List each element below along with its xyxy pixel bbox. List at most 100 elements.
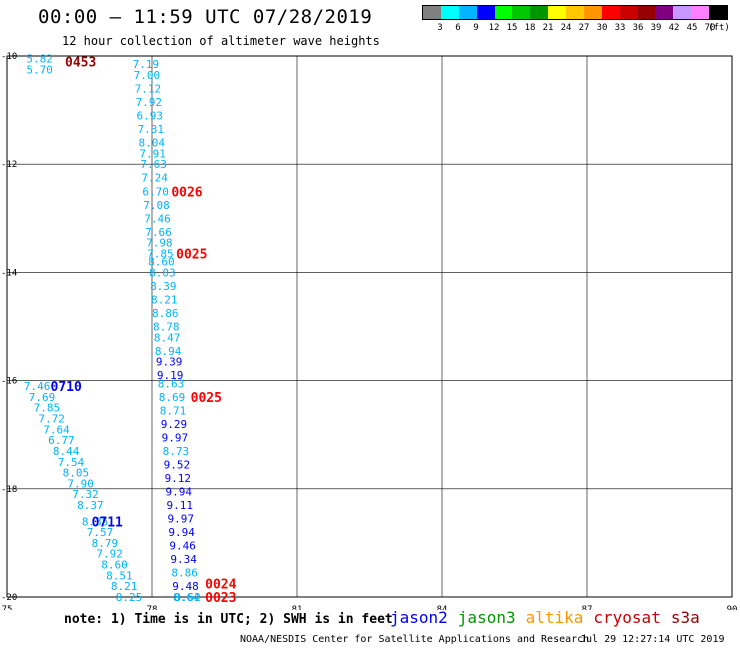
swh-value: 7.63: [140, 158, 167, 171]
swh-value: 8.37: [77, 499, 104, 512]
y-tick-label: -18: [1, 485, 17, 495]
swh-value: 7.24: [141, 172, 168, 185]
legend-label: 24: [560, 23, 572, 33]
legend-swatch: [709, 6, 727, 19]
swh-value: 8.86: [152, 307, 179, 320]
swh-value: 7.85: [147, 247, 174, 260]
swh-value: 9.48: [172, 580, 199, 593]
y-tick-label: -12: [1, 160, 17, 170]
swh-value: 8.05: [63, 467, 89, 480]
swh-value: 9.19: [157, 369, 184, 382]
legend-swatch: [530, 6, 549, 19]
swh-value: 8.39: [150, 280, 177, 293]
legend-label: 36: [632, 23, 644, 33]
swh-value: 9.11: [167, 499, 194, 512]
swh-value: 7.90: [67, 477, 94, 490]
swh-value: 8.04: [138, 137, 165, 150]
swh-value: 9.39: [156, 356, 183, 369]
pass-time-label: 0026: [171, 185, 202, 200]
swh-value: 8.21: [151, 293, 178, 306]
swh-value: 7.46: [144, 212, 171, 225]
swh-value: 6.93: [137, 110, 164, 123]
x-tick-label: 87: [582, 605, 593, 610]
satellite-key: jason2 jason3 altika cryosat s3a: [390, 608, 710, 627]
legend-swatch: [583, 6, 602, 19]
swh-value: 7.46: [24, 380, 50, 393]
swh-value: 9.52: [164, 458, 191, 471]
satellite-label-jason3: jason3: [457, 608, 516, 627]
legend-swatches: [422, 5, 728, 20]
swh-value: 9.97: [167, 513, 194, 526]
legend-swatch: [458, 6, 477, 19]
swh-value: 8.94: [155, 345, 182, 358]
y-tick-label: -20: [1, 593, 17, 603]
legend-label: (ft): [708, 23, 730, 33]
legend-label: 33: [614, 23, 626, 33]
pass-time-label: 0025: [191, 391, 222, 406]
pass-time-label: 0453: [65, 55, 96, 70]
satellite-label-s3a: s3a: [670, 608, 700, 627]
legend-label: 3: [437, 23, 443, 33]
legend-label: 30: [596, 23, 608, 33]
y-tick-label: -16: [1, 377, 17, 387]
swh-value: 9.34: [170, 553, 197, 566]
swh-value: 7.19: [133, 58, 160, 71]
swh-value: 7.00: [134, 69, 161, 82]
swh-value: 9.94: [166, 486, 193, 499]
credit-line: NOAA/NESDIS Center for Satellite Applica…: [240, 634, 590, 645]
swh-value: 7.92: [136, 96, 163, 109]
x-tick-label: 84: [437, 605, 448, 610]
swh-value: 8.86: [171, 567, 198, 580]
swh-value: 7.69: [29, 391, 56, 404]
swh-value: 7.08: [143, 199, 170, 212]
satellite-label-cryosat: cryosat: [593, 608, 661, 627]
color-legend: 3 6 9 12 15 18 21 24 27 30 33 36 39 42 45 70 (ft): [422, 5, 730, 35]
wave-height-map: 75 78 81 84 87 90 -10 -12 -14 -16 -18 -20 5.825.70 04…: [1, 52, 738, 610]
swh-value: 8.35: [82, 515, 109, 528]
swh-value: 5.70: [26, 64, 53, 77]
swh-value: 6.70: [142, 185, 169, 198]
swh-value: 8.69: [159, 391, 186, 404]
legend-swatch: [691, 6, 709, 19]
satellite-label-jason2: jason2: [390, 608, 448, 627]
legend-label: 9: [473, 23, 479, 33]
swh-value: 8.63: [158, 377, 185, 390]
swh-value: 8.60: [101, 559, 128, 572]
legend-label: 6: [455, 23, 461, 33]
legend-swatch: [637, 6, 656, 19]
swh-value: 7.91: [139, 147, 166, 160]
swh-value: 8.21: [111, 580, 137, 593]
swh-value: 7.57: [87, 526, 114, 539]
legend-swatch: [566, 6, 584, 19]
swh-value: 9.29: [161, 418, 188, 431]
swh-value: 7.66: [145, 226, 172, 239]
swh-value: 8.64: [173, 591, 200, 604]
legend-swatch: [673, 6, 692, 19]
swh-value: 7.54: [58, 456, 85, 469]
legend-swatch: [655, 6, 674, 19]
swh-value: 8.44: [53, 445, 80, 458]
legend-label: 18: [524, 23, 536, 33]
legend-swatch: [601, 6, 620, 19]
map-frame: [6, 55, 733, 598]
pass-time-label: 0025: [176, 247, 207, 262]
x-tick-label: 90: [727, 605, 738, 610]
page-title: 00:00 – 11:59 UTC 07/28/2019: [38, 6, 373, 28]
swh-value: 8.60: [148, 256, 175, 269]
swh-value: 8.62: [174, 591, 201, 604]
satellite-label-altika: altika: [525, 608, 584, 627]
swh-value: 9.94: [168, 526, 195, 539]
legend-label: 21: [542, 23, 554, 33]
pass-time-label: 0023: [205, 591, 236, 606]
pass-time-label: 0024: [205, 577, 236, 592]
swh-value: 8.73: [163, 445, 190, 458]
swh-value: 7.92: [96, 548, 123, 561]
legend-label: 27: [578, 23, 590, 33]
swh-value: 6.77: [48, 434, 74, 447]
legend-swatch: [476, 6, 495, 19]
legend-label: 45: [686, 23, 698, 33]
swh-value: 7.12: [135, 82, 162, 95]
pass-time-label: 0711: [92, 515, 123, 530]
swh-value: 9.97: [162, 431, 189, 444]
legend-label: 12: [488, 23, 500, 33]
